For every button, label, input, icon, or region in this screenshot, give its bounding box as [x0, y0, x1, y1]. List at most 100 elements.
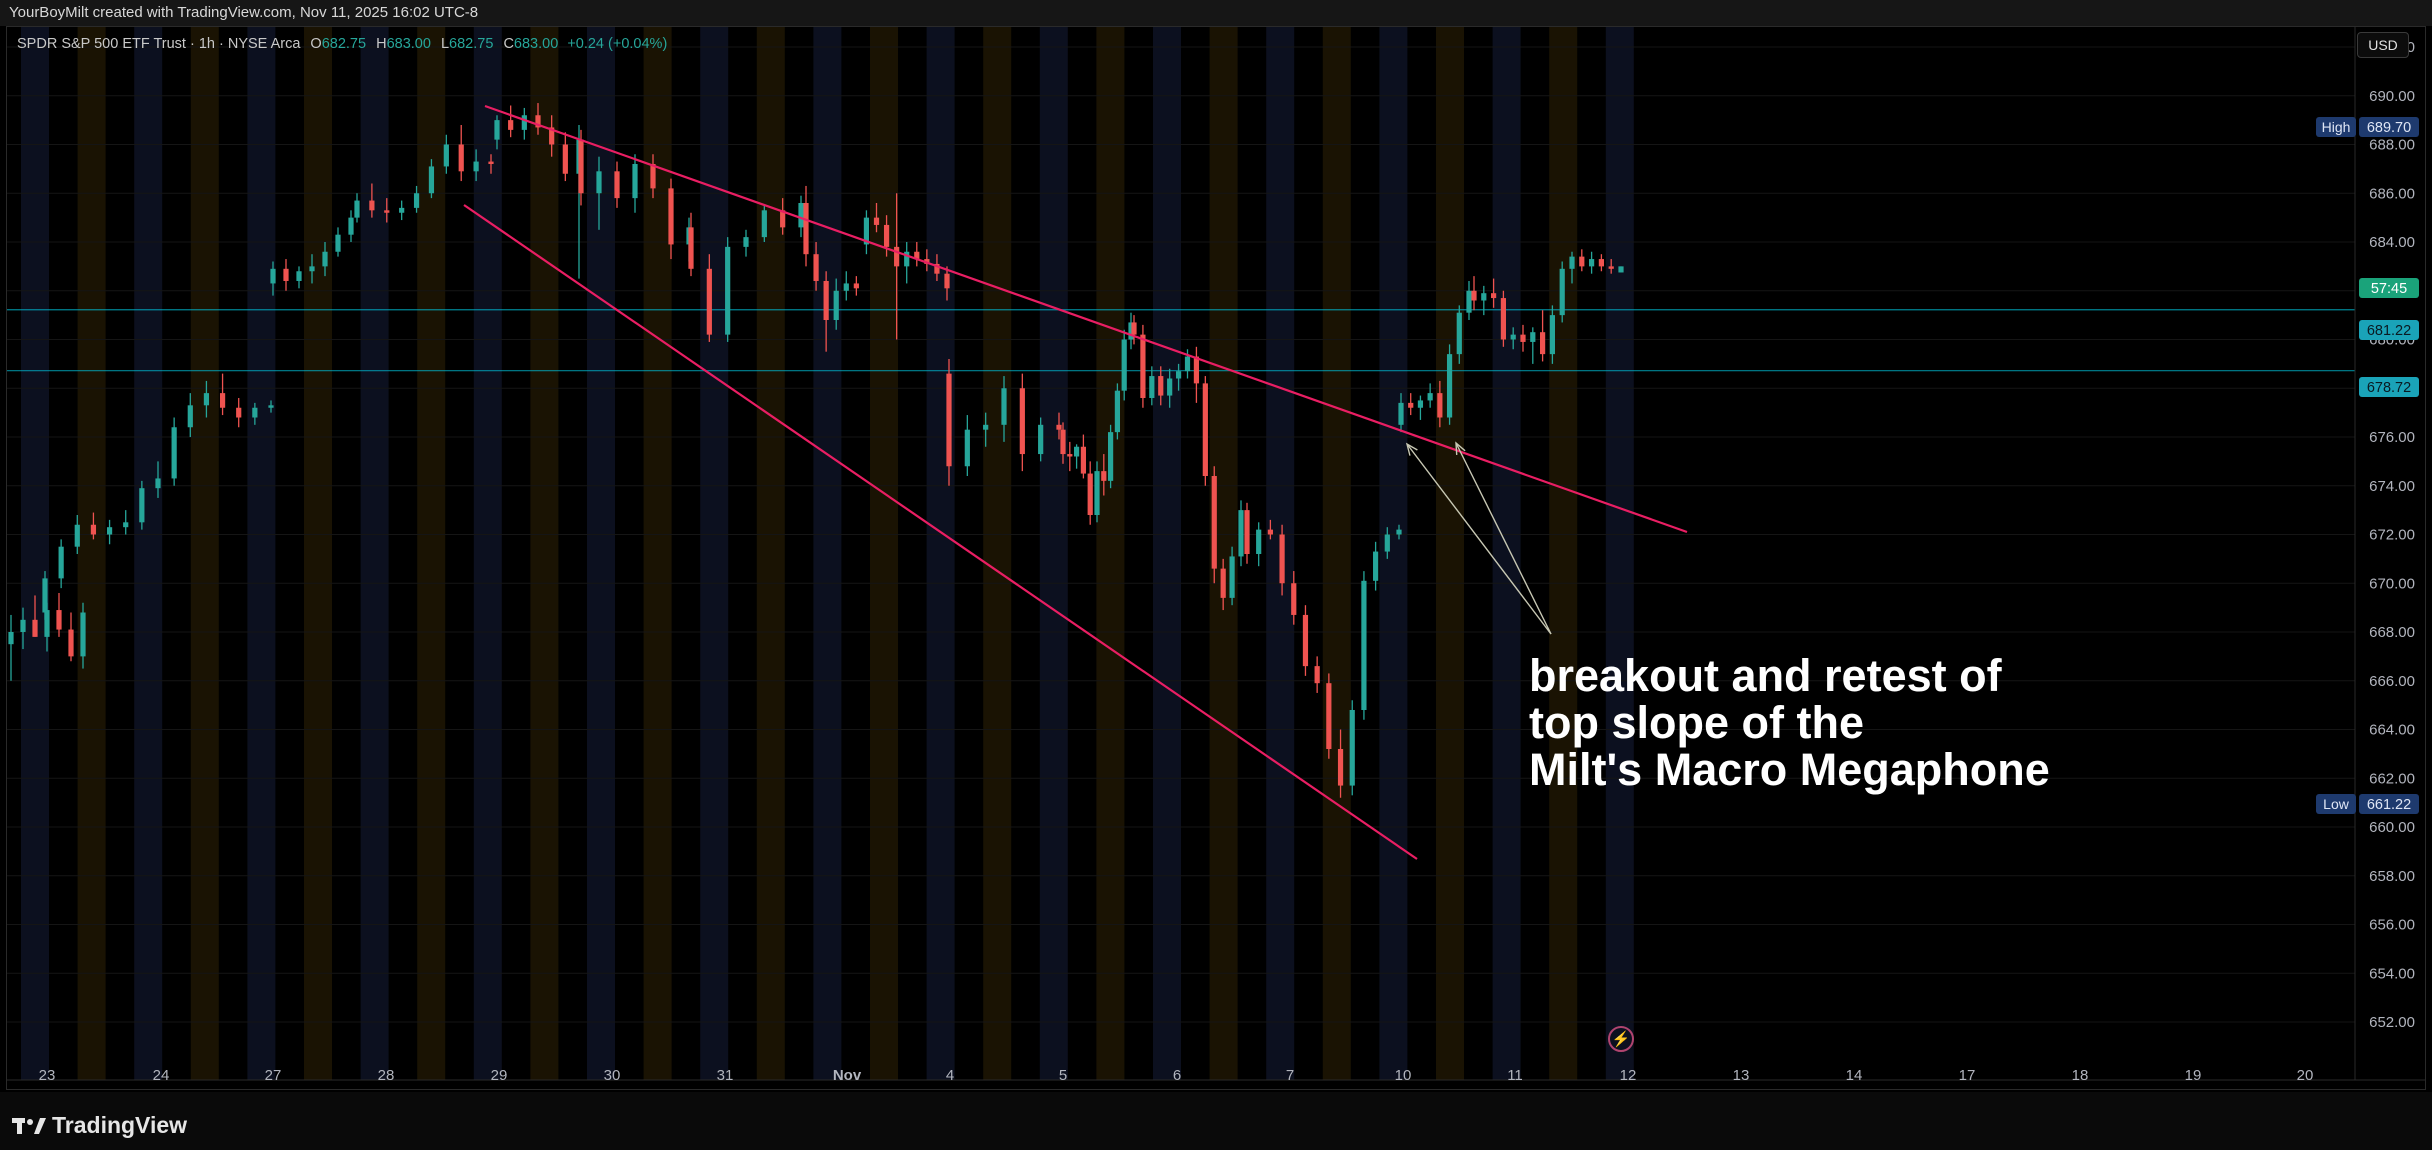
- candle-body: [1279, 534, 1285, 584]
- price-badge-value: 681.22: [2367, 323, 2411, 339]
- session-band: [587, 27, 615, 1080]
- session-band: [530, 27, 559, 1080]
- candle-body: [1244, 510, 1250, 554]
- session-band: [360, 27, 389, 1080]
- currency-button[interactable]: USD: [2357, 32, 2409, 58]
- candle-body: [1131, 322, 1137, 335]
- candle-body: [1128, 322, 1134, 340]
- price-tick-label: 676.00: [2369, 429, 2415, 446]
- candle-body: [1471, 290, 1477, 301]
- candle-body: [44, 610, 50, 637]
- session-band: [870, 27, 898, 1080]
- candle-body: [296, 271, 302, 281]
- date-tick-label: 11: [1507, 1067, 1523, 1084]
- price-tick-label: 674.00: [2369, 478, 2415, 495]
- date-tick-label: 12: [1620, 1067, 1637, 1084]
- session-band: [473, 27, 502, 1080]
- date-tick-label: 20: [2297, 1067, 2314, 1084]
- candle-body: [309, 266, 315, 272]
- price-badge-tag: [2316, 794, 2356, 814]
- candle-body: [1446, 354, 1453, 418]
- date-tick-label: 10: [1395, 1067, 1412, 1084]
- open-label: O: [310, 36, 322, 52]
- candle-body: [187, 405, 193, 428]
- candle-body: [904, 251, 910, 267]
- candle-body: [494, 120, 500, 140]
- close-value: 683.00: [513, 36, 559, 52]
- candle-body: [1256, 529, 1262, 554]
- annotation-arrow: [1455, 442, 1552, 635]
- candle-body: [56, 610, 62, 630]
- price-tick-label: 666.00: [2369, 673, 2415, 690]
- candle-body: [270, 268, 276, 284]
- candle-body: [1361, 580, 1367, 710]
- candle-body: [1398, 402, 1404, 425]
- candle-body: [1108, 432, 1114, 481]
- candle-body: [458, 144, 464, 172]
- candle-body: [1598, 259, 1604, 267]
- date-tick-label: 7: [1286, 1067, 1294, 1084]
- annotation-text: breakout and retest of top slope of the …: [1529, 652, 2050, 793]
- tradingview-logo[interactable]: TradingView: [12, 1112, 187, 1139]
- trendline-bottom-slope: [463, 204, 1418, 860]
- session-band: [77, 27, 106, 1080]
- candle-body: [219, 393, 226, 408]
- lightning-icon[interactable]: ⚡: [1608, 1026, 1634, 1052]
- price-badge: [2359, 377, 2419, 397]
- candle-body: [268, 405, 274, 408]
- candle-body: [1549, 315, 1555, 355]
- date-tick-label: 24: [153, 1067, 170, 1084]
- price-tick-label: 652.00: [2369, 1014, 2415, 1031]
- candle-body: [1114, 390, 1120, 433]
- session-band: [304, 27, 332, 1080]
- candle-body: [413, 193, 420, 208]
- candle-body: [1302, 614, 1309, 667]
- candle-body: [1579, 256, 1585, 267]
- price-tick-label: 672.00: [2369, 527, 2415, 544]
- annotation-line-2: top slope of the: [1529, 697, 1864, 748]
- date-tick-label: 17: [1959, 1067, 1976, 1084]
- candle-body: [1158, 376, 1164, 396]
- session-band: [1379, 27, 1408, 1080]
- candle-body: [650, 164, 656, 189]
- session-band: [1096, 27, 1125, 1080]
- date-tick-label: 6: [1173, 1067, 1181, 1084]
- candle-body: [883, 224, 890, 247]
- price-tick-label: 670.00: [2369, 575, 2415, 592]
- price-tick-label: 662.00: [2369, 770, 2415, 787]
- price-badge-tag: [2316, 117, 2356, 137]
- session-band: [190, 27, 219, 1080]
- date-tick-label: 18: [2072, 1067, 2089, 1084]
- date-tick-label: 29: [491, 1067, 508, 1084]
- candle-body: [1060, 429, 1066, 455]
- session-band: [247, 27, 276, 1080]
- date-tick-label: 23: [39, 1067, 56, 1084]
- candle-body: [1427, 393, 1433, 401]
- price-chart[interactable]: 692.00690.00688.00686.00684.00682.00680.…: [7, 27, 2425, 1089]
- candle-body: [946, 373, 952, 467]
- candle-body: [335, 234, 341, 252]
- chart-frame[interactable]: 692.00690.00688.00686.00684.00682.00680.…: [6, 26, 2426, 1090]
- candle-body: [1417, 400, 1424, 408]
- candle-body: [90, 524, 97, 535]
- candle-body: [1193, 356, 1200, 384]
- price-tick-label: 664.00: [2369, 722, 2415, 739]
- candle-body: [1520, 334, 1526, 342]
- session-band: [756, 27, 785, 1080]
- candle-body: [1175, 371, 1182, 379]
- candle-body: [873, 217, 880, 225]
- candle-body: [443, 144, 449, 167]
- date-tick-label: 31: [717, 1067, 734, 1084]
- candle-body: [743, 237, 749, 247]
- symbol-name: SPDR S&P 500 ETF Trust · 1h · NYSE Arca: [17, 36, 301, 52]
- candle-body: [761, 210, 767, 238]
- candle-body: [68, 629, 74, 657]
- footer-bar: [0, 1092, 2432, 1150]
- candle-body: [74, 524, 80, 547]
- candle-body: [614, 171, 620, 199]
- candle-body: [1019, 388, 1025, 455]
- candle-body: [1001, 388, 1007, 425]
- candle-body: [1481, 293, 1487, 301]
- candle-body: [1530, 332, 1536, 342]
- candle-body: [1121, 339, 1127, 391]
